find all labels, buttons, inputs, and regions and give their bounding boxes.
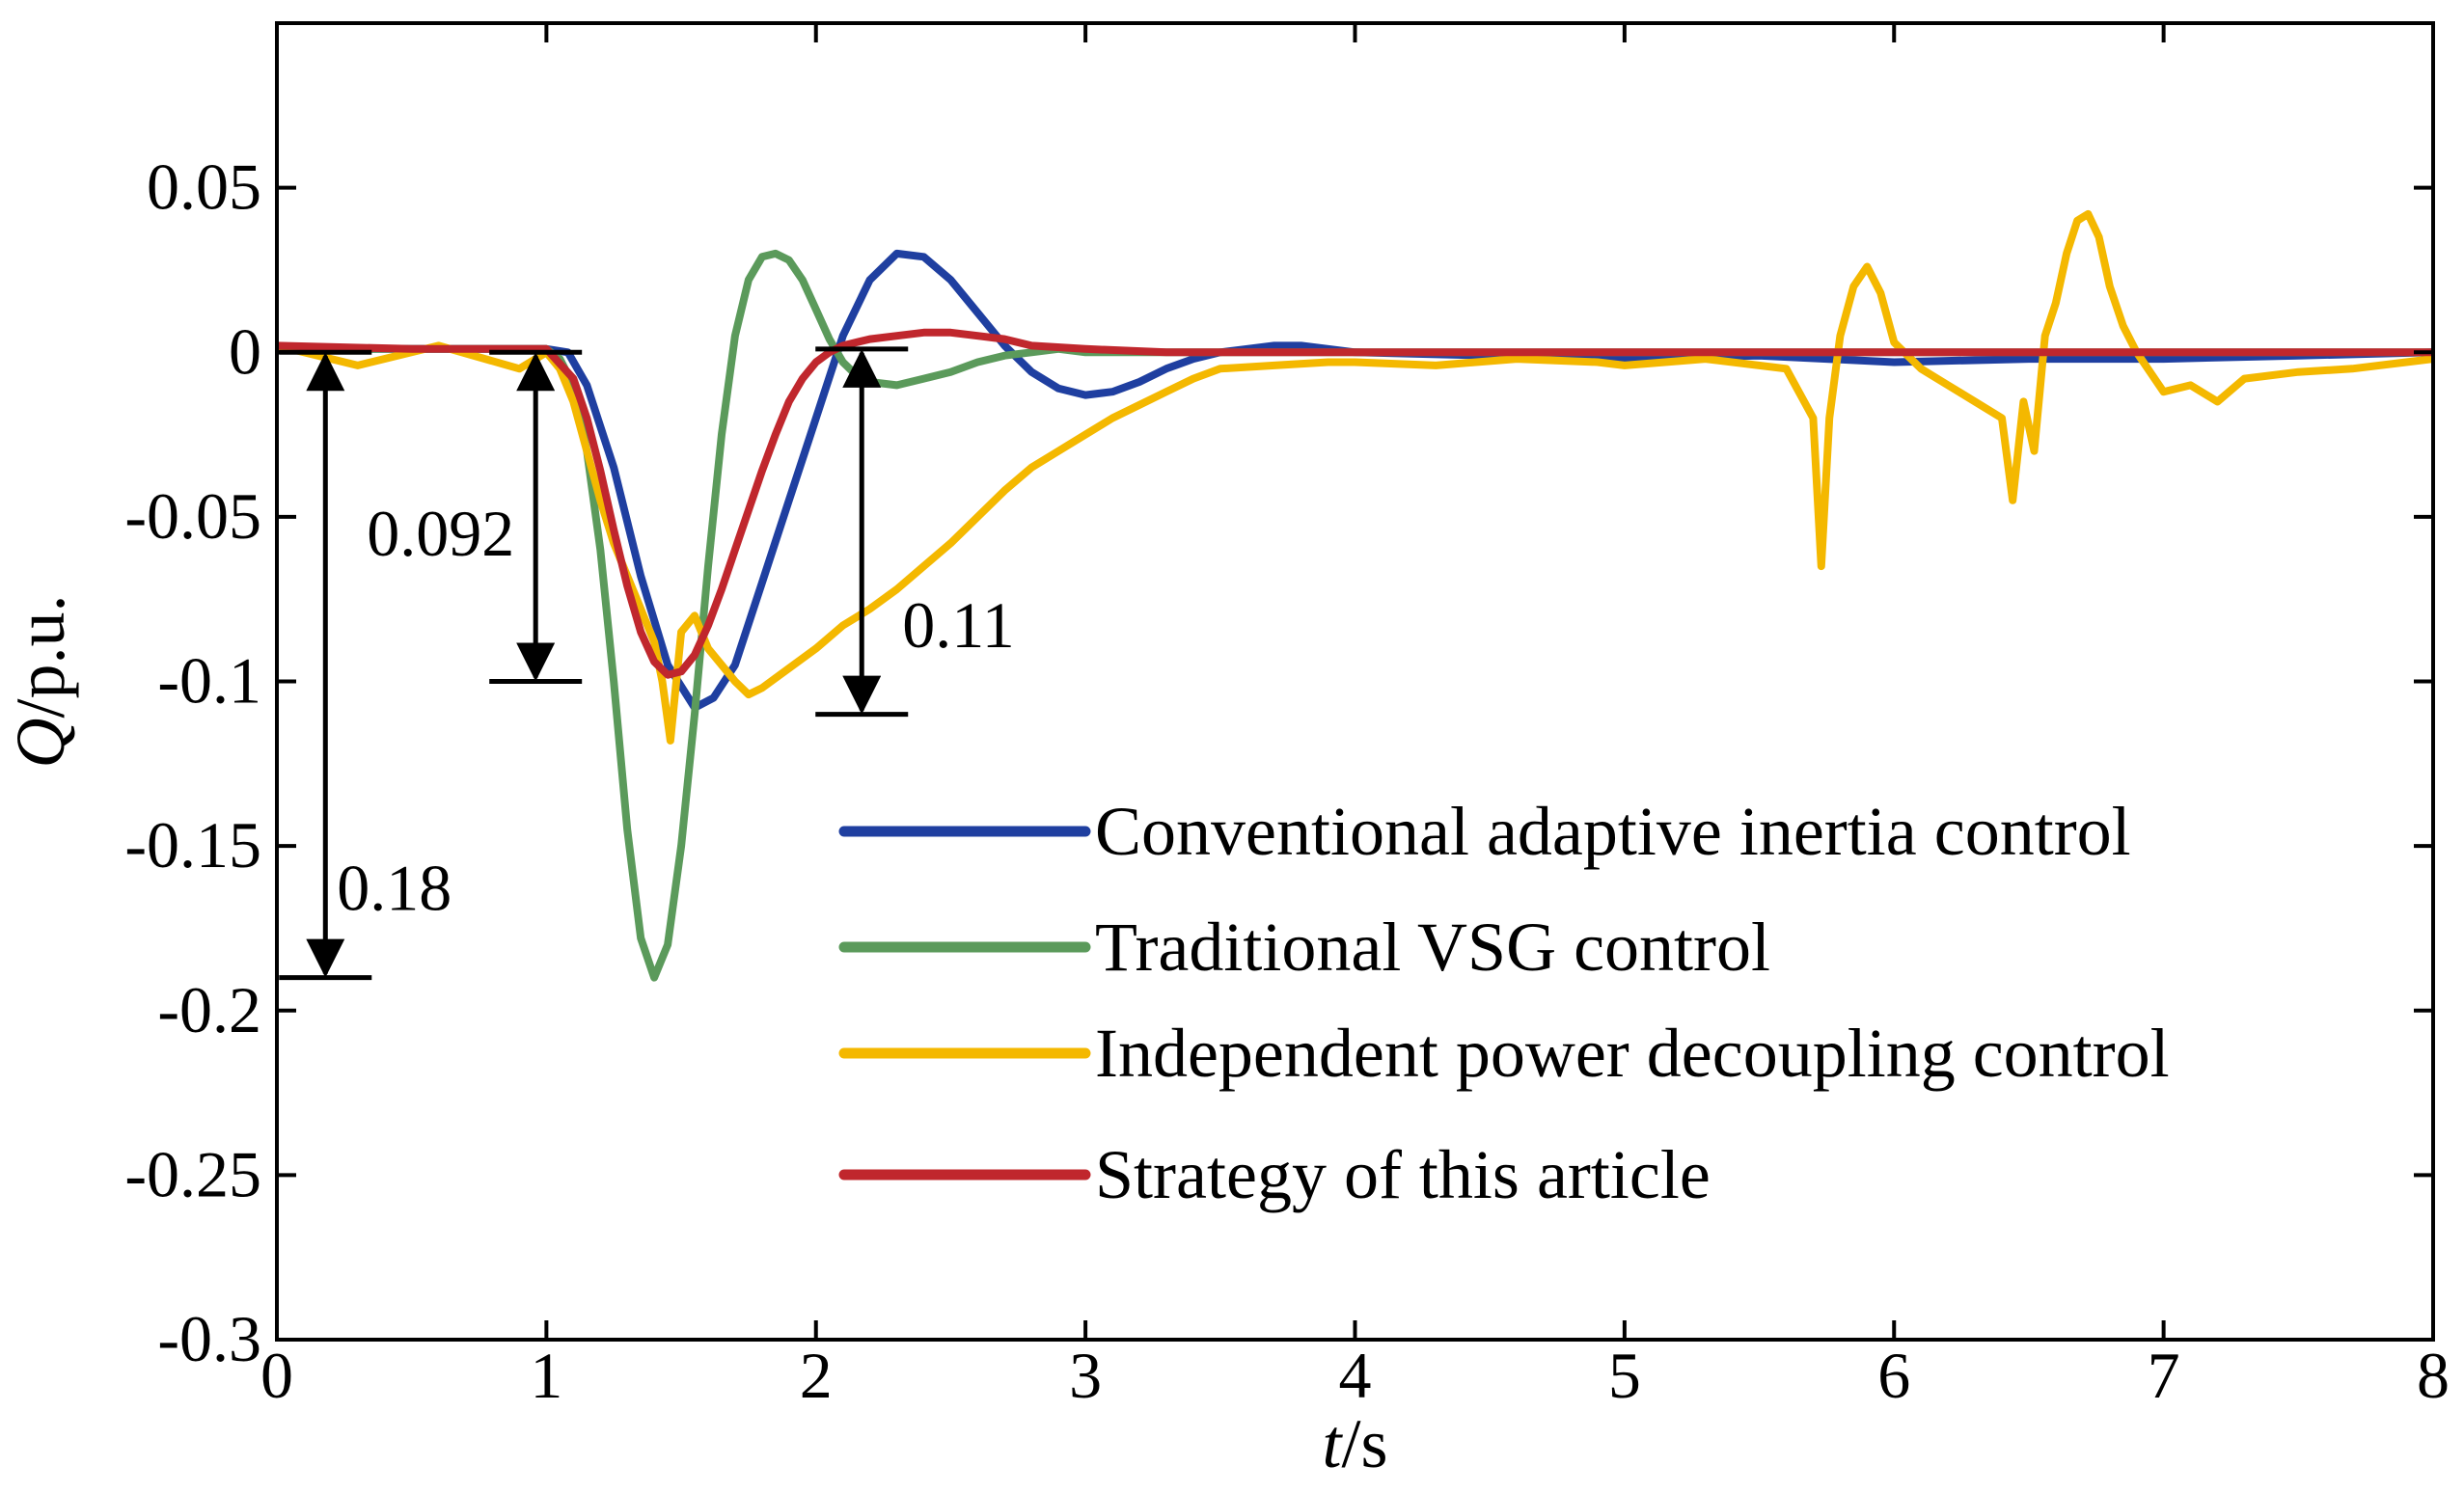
x-tick-label: 4 — [1339, 1339, 1372, 1412]
x-tick-label: 3 — [1069, 1339, 1102, 1412]
legend-label-4: Strategy of this article — [1095, 1136, 1711, 1213]
series-line-3 — [277, 209, 2433, 745]
x-tick-label: 8 — [2417, 1339, 2450, 1412]
x-tick-label: 7 — [2148, 1339, 2180, 1412]
legend-label-1: Conventional adaptive inertia control — [1095, 793, 2131, 870]
y-axis-title: Q/p.u. — [2, 594, 79, 768]
y-tick-label: 0 — [229, 314, 261, 388]
annotation-label-2: 0.092 — [367, 497, 514, 570]
legend: Conventional adaptive inertia control Tra… — [838, 793, 2170, 1213]
annotations: 0.18 0.092 0.11 — [279, 346, 1015, 981]
legend-label-2: Traditional VSG control — [1095, 909, 1770, 986]
annotation-label-3: 0.11 — [902, 588, 1014, 662]
x-tick-label: 1 — [530, 1339, 562, 1412]
y-tick-label: -0.2 — [157, 973, 261, 1046]
x-axis-title: t/s — [1322, 1405, 1387, 1482]
y-tick-label: -0.25 — [124, 1137, 261, 1210]
annotation-label-1: 0.18 — [337, 852, 452, 925]
x-tick-label: 0 — [260, 1339, 293, 1412]
legend-label-3: Independent power decoupling control — [1095, 1015, 2170, 1092]
series-line-4 — [277, 328, 2433, 679]
x-tick-label: 5 — [1608, 1339, 1641, 1412]
y-tick-label: 0.05 — [147, 150, 261, 224]
axes: 0 1 2 3 4 5 6 7 8 0.05 0 -0.05 -0.1 -0.15 -0.2 -0.25 -0.… — [2, 21, 2450, 1482]
y-tick-label: -0.1 — [157, 644, 261, 718]
y-tick-label: -0.3 — [157, 1302, 261, 1375]
x-tick-label: 6 — [1877, 1339, 1910, 1412]
y-tick-label: -0.15 — [124, 808, 261, 882]
x-tick-label: 2 — [800, 1339, 833, 1412]
y-tick-label: -0.05 — [124, 479, 261, 553]
series-layer — [277, 209, 2433, 982]
